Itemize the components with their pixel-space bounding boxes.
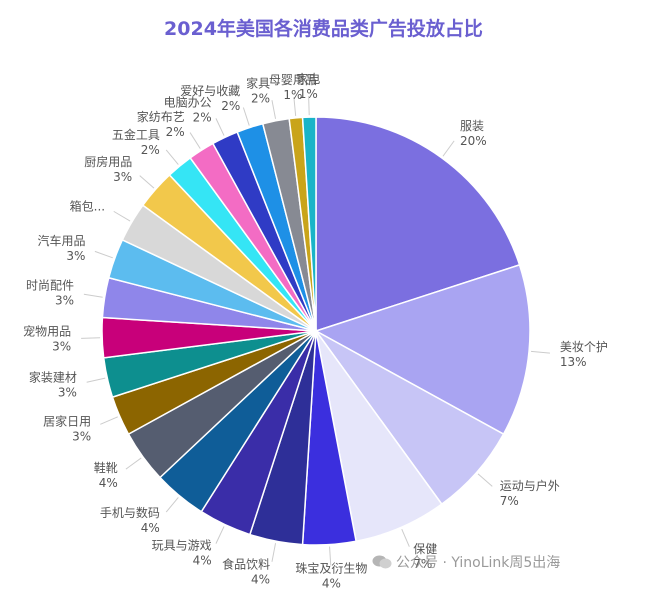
slice-category-label: 爱好与收藏: [180, 84, 240, 98]
label-leader-line: [113, 210, 131, 222]
slice-percent-label: 1%: [299, 87, 318, 101]
chart-title: 2024年美国各消费品类广告投放占比: [164, 18, 483, 40]
label-leader-line: [81, 337, 101, 339]
label-leader-line: [308, 96, 310, 116]
slice-percent-label: 2%: [141, 143, 160, 157]
slice-percent-label: 2%: [166, 125, 185, 139]
slice-percent-label: 2%: [251, 91, 270, 105]
label-leader-line: [86, 377, 106, 383]
slice-percent-label: 7%: [500, 494, 519, 508]
slice-category-label: 家装建材: [29, 369, 77, 384]
watermark-text: 公众号 · YinoLink周5出海: [396, 555, 561, 571]
slice-percent-label: 2%: [221, 99, 240, 113]
label-leader-line: [100, 416, 118, 425]
label-leader-line: [189, 132, 201, 149]
slice-category-label: 运动与户外: [500, 478, 560, 493]
slice-percent-label: 2%: [193, 110, 212, 124]
slice-category-label: 食品饮料: [222, 557, 270, 572]
label-leader-line: [271, 543, 277, 562]
label-leader-line: [271, 100, 277, 119]
slice-percent-label: 3%: [55, 294, 74, 308]
label-leader-line: [215, 526, 225, 544]
slice-percent-label: 4%: [141, 521, 160, 535]
label-leader-line: [94, 250, 113, 259]
slice-percent-label: 13%: [560, 355, 587, 369]
pie-slice: [315, 116, 521, 333]
slice-category-label: 厨房用品: [84, 154, 132, 169]
watermark: 公众号 · YinoLink周5出海: [372, 552, 560, 572]
slice-percent-label: 4%: [193, 554, 212, 568]
label-leader-line: [329, 546, 332, 566]
slice-category-label: 玩具与游戏: [152, 539, 212, 553]
label-leader-line: [139, 175, 155, 189]
slice-category-label: 家具: [246, 75, 270, 90]
slice-category-label: 鞋靴: [94, 460, 118, 475]
label-leader-line: [477, 473, 493, 487]
label-leader-line: [165, 497, 179, 513]
label-leader-line: [83, 293, 103, 298]
label-leader-line: [242, 107, 250, 126]
label-leader-line: [125, 457, 142, 470]
slice-category-label: 五金工具: [112, 127, 160, 142]
label-leader-line: [442, 140, 455, 157]
slice-category-label: 珠宝及衍生物: [295, 562, 367, 576]
slice-percent-label: 3%: [72, 429, 91, 443]
slice-percent-label: 4%: [99, 476, 118, 490]
slice-category-label: 美妆个护: [560, 340, 608, 354]
slice-category-label: 保健: [413, 542, 437, 556]
slice-percent-label: 4%: [322, 577, 341, 589]
label-leader-line: [293, 96, 297, 117]
slice-percent-label: 3%: [52, 340, 71, 354]
slice-percent-label: 4%: [251, 573, 270, 587]
pie-slice: [301, 116, 317, 332]
slice-percent-label: 3%: [113, 170, 132, 184]
slice-percent-label: 7%: [413, 557, 432, 571]
pie-slice: [314, 263, 531, 436]
slice-category-label: 时尚配件: [26, 279, 74, 293]
slice-category-label: 家电: [296, 71, 320, 86]
slice-category-label: 宠物用品: [23, 324, 71, 339]
slice-percent-label: 1%: [283, 88, 302, 102]
slice-percent-label: 20%: [460, 134, 487, 148]
wechat-icon: [372, 555, 392, 569]
slice-category-label: 母婴用品: [269, 73, 317, 87]
slice-category-label: 箱包...: [70, 198, 105, 213]
slice-percent-label: 3%: [58, 385, 77, 399]
slice-category-label: 汽车用品: [37, 233, 85, 248]
label-leader-line: [215, 118, 225, 136]
slice-category-label: 服装: [460, 119, 484, 133]
slice-category-label: 居家日用: [43, 413, 91, 428]
label-leader-line: [165, 149, 179, 165]
slice-category-label: 手机与数码: [100, 505, 160, 520]
label-leader-line: [530, 350, 551, 354]
slice-percent-label: 3%: [66, 249, 85, 263]
slice-category-label: 家纺布艺: [137, 109, 185, 124]
label-leader-line: [401, 529, 410, 547]
slice-category-label: 电脑办公: [164, 94, 212, 109]
